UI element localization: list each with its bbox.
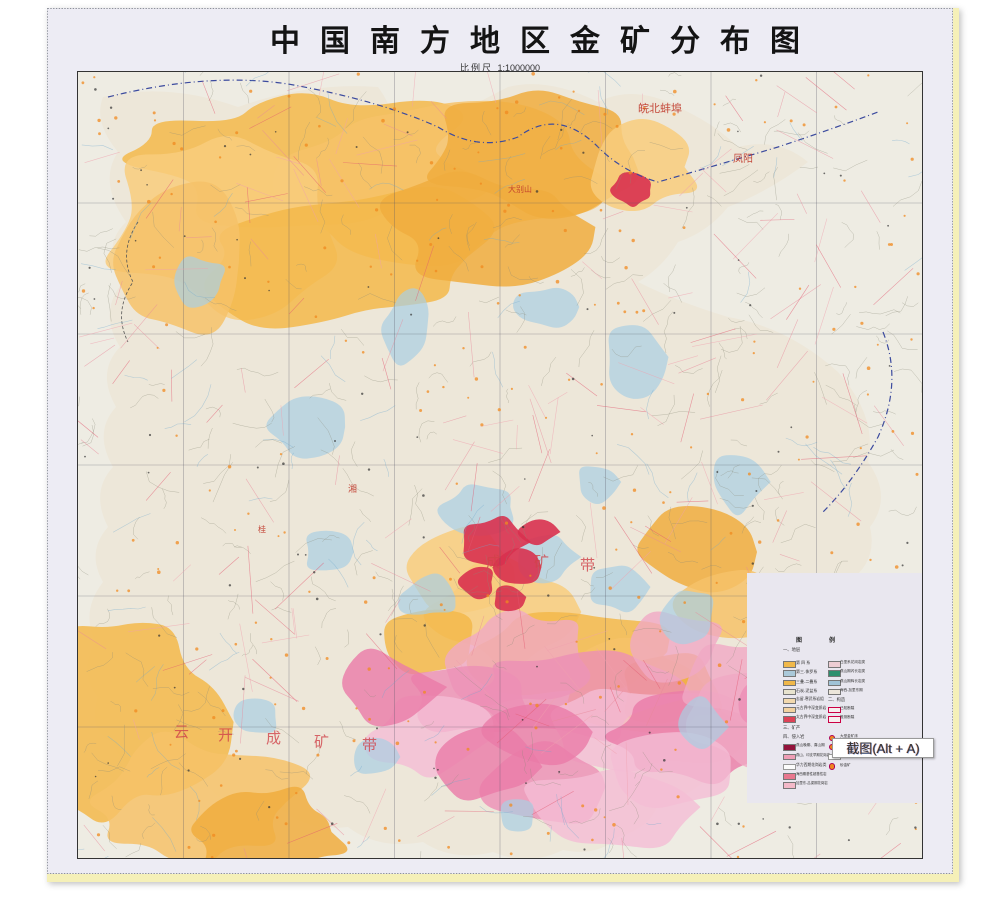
svg-text:矿: 矿	[534, 554, 549, 571]
svg-text:云: 云	[174, 724, 189, 741]
svg-text:桂: 桂	[258, 524, 266, 534]
svg-text:带: 带	[362, 737, 377, 754]
svg-text:成: 成	[266, 730, 281, 747]
svg-text:皖北蚌埠: 皖北蚌埠	[638, 101, 682, 115]
svg-text:矿: 矿	[314, 734, 329, 751]
svg-text:湘: 湘	[348, 483, 357, 494]
svg-text:带: 带	[580, 557, 595, 574]
svg-text:开: 开	[218, 727, 233, 744]
svg-text:大别山: 大别山	[508, 184, 532, 194]
svg-text:成: 成	[486, 554, 501, 571]
svg-text:凤阳: 凤阳	[733, 153, 753, 165]
